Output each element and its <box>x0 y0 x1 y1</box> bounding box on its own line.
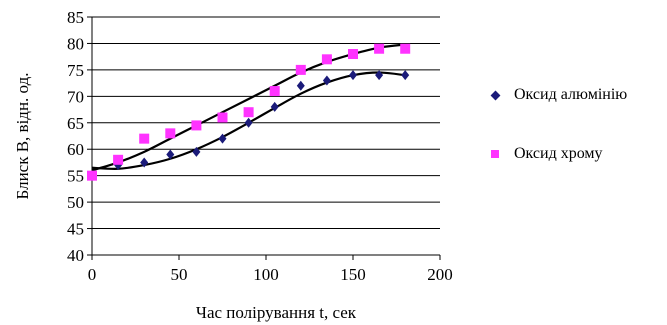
tick-labels: 40 45 50 55 60 65 70 75 80 85 0 50 100 150 200 <box>67 8 453 284</box>
y-tick-label: 70 <box>67 87 84 106</box>
square-marker-icon <box>488 147 502 161</box>
data-point-diamond <box>192 146 201 157</box>
y-tick-label: 45 <box>67 220 84 239</box>
legend: Оксид алюмінію Оксид хрому <box>488 84 663 202</box>
data-point-square <box>191 120 202 131</box>
data-point-square <box>269 86 280 97</box>
x-tick-label: 0 <box>88 265 97 284</box>
data-point-diamond <box>349 70 357 81</box>
data-point-square <box>139 133 150 144</box>
legend-item-chromium-oxide: Оксид хрому <box>488 143 663 165</box>
data-point-diamond <box>140 157 149 168</box>
y-tick-label: 50 <box>67 193 84 212</box>
data-point-square <box>217 112 228 123</box>
data-point-diamond <box>270 101 279 112</box>
legend-label: Оксид хрому <box>514 145 603 162</box>
data-point-diamond <box>322 75 331 86</box>
data-point-square <box>295 64 306 75</box>
data-point-diamond <box>218 133 227 144</box>
data-points <box>87 43 411 181</box>
x-tick-label: 100 <box>253 265 279 284</box>
data-point-square <box>400 43 411 54</box>
y-tick-label: 85 <box>67 8 84 27</box>
data-point-square <box>165 128 176 139</box>
data-point-diamond <box>166 149 175 160</box>
data-point-diamond <box>244 117 253 128</box>
y-tick-label: 75 <box>67 61 84 80</box>
y-tick-label: 40 <box>67 246 84 265</box>
grid-lines <box>92 16 440 256</box>
x-tick-label: 50 <box>171 265 188 284</box>
data-point-square <box>374 43 385 54</box>
diamond-marker-icon <box>488 88 502 102</box>
y-tick-label: 80 <box>67 34 84 53</box>
data-point-square <box>113 154 124 165</box>
data-point-square <box>243 107 254 118</box>
data-point-square <box>87 170 97 181</box>
x-tick-label: 200 <box>427 265 453 284</box>
data-point-diamond <box>375 70 384 81</box>
legend-label: Оксид алюмінію <box>514 86 628 103</box>
y-tick-label: 60 <box>67 140 84 159</box>
data-point-diamond <box>296 80 305 91</box>
legend-item-aluminium-oxide: Оксид алюмінію <box>488 84 663 106</box>
data-point-square <box>321 54 332 65</box>
y-tick-label: 65 <box>67 114 84 133</box>
y-axis-title: Блиск B, відн. од. <box>13 73 32 200</box>
x-axis-title: Час полірування t, сек <box>196 303 357 322</box>
data-point-square <box>348 49 358 60</box>
axes <box>87 16 441 260</box>
y-tick-label: 55 <box>67 167 84 186</box>
x-tick-label: 150 <box>340 265 366 284</box>
data-point-diamond <box>401 70 410 81</box>
